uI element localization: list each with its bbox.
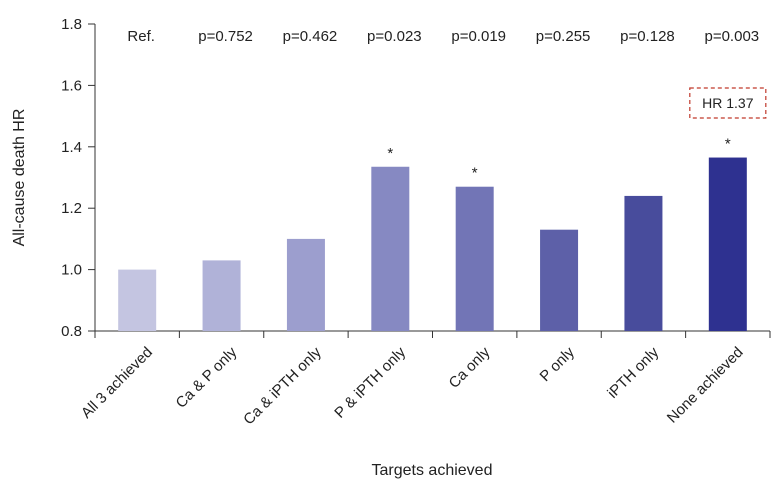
x-axis-title: Targets achieved: [372, 462, 493, 479]
bar: [708, 157, 747, 331]
hr-annotation: HR 1.37: [689, 87, 767, 119]
significance-star: *: [725, 136, 731, 153]
significance-markers: * * *: [387, 136, 731, 182]
p-value-label: p=0.752: [198, 28, 253, 45]
p-value-label: p=0.255: [536, 28, 591, 45]
bar: [540, 229, 579, 331]
bar: [371, 166, 410, 331]
p-value-label: p=0.462: [283, 28, 338, 45]
y-ticks: 0.8 1.0 1.2 1.4 1.6 1.8: [61, 16, 95, 340]
x-category-label: P only: [537, 343, 579, 385]
y-tick-label: 1.2: [61, 200, 82, 217]
p-value-label: Ref.: [127, 28, 155, 45]
p-value-label: p=0.019: [451, 28, 506, 45]
bar: [202, 260, 241, 331]
x-category-label: iPTH only: [604, 343, 662, 401]
bar: [118, 269, 157, 331]
p-value-labels: Ref. p=0.752 p=0.462 p=0.023 p=0.019 p=0.255 p…: [127, 28, 759, 45]
hr-annotation-box: [689, 87, 767, 119]
x-category-label: Ca & P only: [173, 343, 241, 411]
bars: [118, 157, 747, 331]
y-axis-title: All-cause death HR: [11, 109, 28, 247]
x-category-label: P & iPTH only: [331, 343, 409, 421]
bar: [286, 238, 325, 331]
p-value-label: p=0.003: [704, 28, 759, 45]
x-ticks: All 3 achieved Ca & P only Ca & iPTH only P…: [78, 331, 771, 428]
x-category-label: None achieved: [664, 344, 747, 427]
p-value-label: p=0.128: [620, 28, 675, 45]
x-category-label: All 3 achieved: [78, 344, 156, 422]
y-tick-label: 0.8: [61, 323, 82, 340]
hr-annotation-label: HR 1.37: [702, 95, 754, 111]
p-value-label: p=0.023: [367, 28, 422, 45]
significance-star: *: [387, 145, 393, 162]
x-category-label: Ca only: [446, 343, 494, 391]
x-category-label: Ca & iPTH only: [240, 343, 325, 428]
y-tick-label: 1.6: [61, 77, 82, 94]
bar: [455, 186, 494, 331]
y-tick-label: 1.4: [61, 139, 82, 156]
y-tick-label: 1.8: [61, 16, 82, 33]
axes: [94, 24, 770, 332]
significance-star: *: [472, 165, 478, 182]
bar: [624, 195, 663, 331]
y-tick-label: 1.0: [61, 262, 82, 279]
